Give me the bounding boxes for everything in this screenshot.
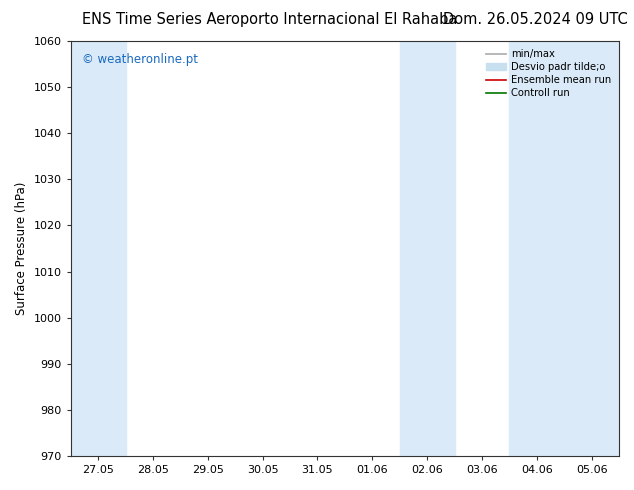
Bar	[71, 41, 126, 456]
Bar	[509, 41, 619, 456]
Text: ENS Time Series Aeroporto Internacional El Rahaba: ENS Time Series Aeroporto Internacional …	[82, 12, 458, 27]
Y-axis label: Surface Pressure (hPa): Surface Pressure (hPa)	[15, 182, 28, 315]
Text: © weatheronline.pt: © weatheronline.pt	[82, 53, 198, 67]
Bar	[399, 41, 455, 456]
Legend: min/max, Desvio padr tilde;o, Ensemble mean run, Controll run: min/max, Desvio padr tilde;o, Ensemble m…	[482, 46, 614, 101]
Text: Dom. 26.05.2024 09 UTC: Dom. 26.05.2024 09 UTC	[443, 12, 628, 27]
